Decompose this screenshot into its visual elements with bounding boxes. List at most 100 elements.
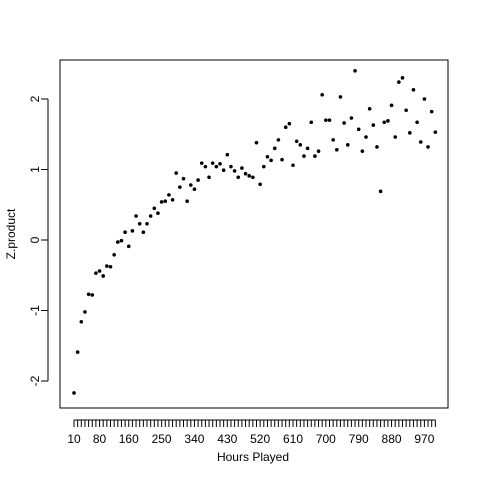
point <box>258 182 262 187</box>
plot-box <box>59 59 449 409</box>
point <box>309 120 314 125</box>
x-tick-label: 610 <box>283 432 303 446</box>
x-tick-label: 250 <box>152 432 172 446</box>
point <box>210 161 215 165</box>
point <box>411 88 416 92</box>
point <box>342 121 346 125</box>
point <box>378 189 383 194</box>
x-tick-label: 880 <box>382 432 402 446</box>
point <box>422 97 427 101</box>
x-tick-label: 160 <box>119 432 139 446</box>
point <box>386 119 390 123</box>
point <box>240 166 244 170</box>
point <box>156 211 160 216</box>
point <box>148 214 153 218</box>
point <box>189 183 193 187</box>
point <box>221 168 226 172</box>
point <box>119 238 124 243</box>
point <box>247 174 251 178</box>
point <box>331 138 335 142</box>
point <box>371 123 376 127</box>
point <box>178 185 182 189</box>
point <box>225 152 230 157</box>
point <box>116 240 120 244</box>
point <box>90 293 95 297</box>
point <box>356 127 361 132</box>
point <box>83 310 87 314</box>
point <box>335 147 339 152</box>
point <box>112 252 116 257</box>
point <box>163 199 168 204</box>
point <box>320 92 325 97</box>
point <box>243 171 248 176</box>
y-tick-label: 0 <box>28 236 42 243</box>
point <box>367 107 372 111</box>
point <box>294 139 299 144</box>
point <box>360 149 365 153</box>
point <box>97 269 102 273</box>
point <box>196 178 200 182</box>
point <box>433 130 438 134</box>
point <box>397 80 401 84</box>
x-axis-title: Hours Played <box>217 450 289 464</box>
y-tick-label: 2 <box>28 95 42 102</box>
point <box>389 103 394 108</box>
point <box>130 229 135 233</box>
point <box>408 131 412 135</box>
point <box>86 292 91 297</box>
point <box>101 274 105 278</box>
point <box>316 149 321 153</box>
point <box>185 199 189 204</box>
point <box>75 350 80 354</box>
point <box>364 135 368 139</box>
x-tick-label: 340 <box>184 432 204 446</box>
x-tick-label: 520 <box>250 432 270 446</box>
x-tick-label: 700 <box>316 432 336 446</box>
point <box>313 154 317 158</box>
point <box>167 193 171 197</box>
point <box>145 221 149 226</box>
point <box>345 143 350 147</box>
point <box>272 146 277 151</box>
point <box>429 109 434 114</box>
point <box>181 176 186 181</box>
point <box>105 264 109 268</box>
point <box>251 175 255 180</box>
point <box>426 145 430 149</box>
point <box>214 164 219 169</box>
x-tick-label: 970 <box>414 432 434 446</box>
point <box>218 162 222 166</box>
x-tick-label: 430 <box>217 432 237 446</box>
point <box>159 200 164 204</box>
point <box>203 164 208 169</box>
point <box>415 120 419 125</box>
x-tick-label: 790 <box>349 432 369 446</box>
point <box>199 161 204 165</box>
point <box>236 175 241 180</box>
point <box>229 164 233 169</box>
point <box>418 140 423 144</box>
point <box>280 157 284 162</box>
point <box>137 221 142 226</box>
point <box>170 198 175 202</box>
point <box>108 264 113 269</box>
point <box>276 138 281 142</box>
y-tick-label: -1 <box>28 305 42 316</box>
point <box>265 154 270 159</box>
point <box>152 206 157 211</box>
y-axis-title: Z.product <box>4 208 18 259</box>
point <box>291 163 295 168</box>
point <box>174 171 178 175</box>
y-tick-label: -2 <box>28 375 42 386</box>
point <box>254 140 259 145</box>
point <box>134 214 138 218</box>
point <box>269 158 273 163</box>
point <box>353 68 357 73</box>
point <box>382 120 387 125</box>
point <box>79 319 84 324</box>
point <box>338 95 343 99</box>
point <box>349 116 354 120</box>
point <box>192 187 197 192</box>
point <box>393 135 398 139</box>
